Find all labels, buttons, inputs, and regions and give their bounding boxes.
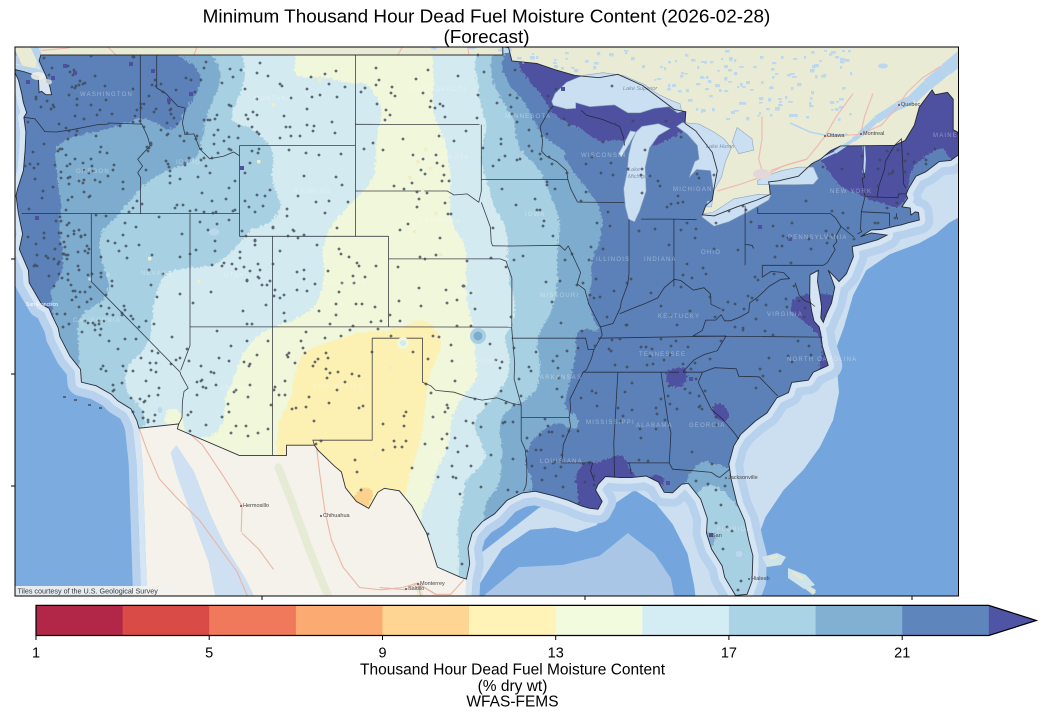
svg-text:KANSAS: KANSAS [444, 291, 476, 297]
svg-text:San: San [712, 533, 722, 539]
svg-text:Saltillo: Saltillo [408, 586, 424, 592]
svg-text:NORTH CAROLINA: NORTH CAROLINA [787, 357, 857, 363]
svg-text:NEVADA: NEVADA [141, 271, 172, 277]
svg-text:MINNESOTA: MINNESOTA [505, 114, 551, 120]
svg-text:Minimum Thousand Hour Dead Fue: Minimum Thousand Hour Dead Fuel Moisture… [203, 7, 771, 28]
svg-text:Thousand Hour Dead Fuel Moistu: Thousand Hour Dead Fuel Moisture Content [360, 662, 666, 679]
svg-text:WFAS-FEMS: WFAS-FEMS [466, 694, 558, 711]
svg-text:ARIZONA: ARIZONA [220, 386, 255, 392]
svg-text:NORTH DAKOTA: NORTH DAKOTA [406, 87, 468, 93]
svg-text:LOUISIANA: LOUISIANA [540, 459, 583, 465]
svg-text:VIRGINIA: VIRGINIA [767, 312, 803, 318]
svg-text:SOUTH DAKOTA: SOUTH DAKOTA [408, 155, 469, 161]
svg-text:GEORGIA: GEORGIA [689, 423, 725, 429]
svg-text:OREGON: OREGON [76, 169, 110, 175]
svg-text:Quebec: Quebec [901, 102, 921, 108]
svg-text:OHIO: OHIO [701, 250, 721, 256]
svg-text:WISCONSIN: WISCONSIN [581, 153, 626, 159]
svg-text:Tiles courtesy of the U.S. Geo: Tiles courtesy of the U.S. Geological Su… [18, 587, 159, 596]
svg-text:NEW YORK: NEW YORK [830, 189, 872, 195]
svg-text:FLORIDA: FLORIDA [717, 527, 751, 533]
svg-text:Jacksonville: Jacksonville [728, 475, 758, 481]
svg-text:(% dry wt): (% dry wt) [478, 678, 548, 695]
svg-text:9: 9 [378, 646, 386, 662]
svg-text:MISSISSIPPI: MISSISSIPPI [586, 420, 635, 426]
svg-text:ARKANSAS: ARKANSAS [540, 375, 582, 381]
svg-text:Hermosillo: Hermosillo [243, 503, 269, 509]
svg-text:IDAHO: IDAHO [176, 160, 201, 166]
svg-text:OKLAHOMA: OKLAHOMA [456, 359, 500, 365]
svg-text:COLORADO: COLORADO [323, 280, 367, 286]
svg-text:WYOMING: WYOMING [293, 189, 331, 195]
svg-text:13: 13 [548, 646, 564, 662]
svg-text:WASHINGTON: WASHINGTON [80, 92, 133, 98]
svg-text:NEW MEXICO: NEW MEXICO [313, 384, 364, 390]
svg-text:5: 5 [205, 646, 213, 662]
svg-text:INDIANA: INDIANA [644, 257, 677, 263]
svg-text:Ottawa: Ottawa [827, 133, 845, 139]
svg-text:PENNSYLVANIA: PENNSYLVANIA [788, 235, 848, 241]
svg-text:ILLINOIS: ILLINOIS [596, 257, 630, 263]
svg-text:KENTUCKY: KENTUCKY [658, 314, 700, 320]
svg-text:ALABAMA: ALABAMA [636, 423, 673, 429]
svg-text:MONTANA: MONTANA [254, 96, 292, 102]
svg-text:MAINE: MAINE [933, 133, 958, 139]
svg-text:Monterrey: Monterrey [420, 581, 445, 587]
svg-text:TEXAS: TEXAS [426, 454, 452, 460]
svg-text:1: 1 [32, 646, 40, 662]
svg-text:Montreal: Montreal [863, 131, 884, 137]
svg-text:(Forecast): (Forecast) [443, 27, 529, 48]
svg-text:San Francisco: San Francisco [26, 302, 58, 308]
svg-text:TENNESSEE: TENNESSEE [639, 352, 686, 358]
svg-text:Chihuahua: Chihuahua [323, 513, 351, 519]
svg-text:UTAH: UTAH [224, 273, 245, 279]
svg-text:17: 17 [721, 646, 737, 662]
svg-text:CALIFORNIA: CALIFORNIA [73, 318, 121, 324]
svg-text:Lake: Lake [628, 167, 640, 173]
svg-text:MISSOURI: MISSOURI [540, 293, 579, 299]
svg-text:NEBRASKA: NEBRASKA [419, 219, 461, 225]
svg-text:Hialeah: Hialeah [751, 576, 770, 582]
svg-text:21: 21 [894, 646, 910, 662]
svg-text:Lake Huron: Lake Huron [706, 144, 734, 150]
svg-text:Lake Superior: Lake Superior [623, 86, 658, 92]
svg-text:Michigan: Michigan [628, 174, 650, 180]
svg-text:MICHIGAN: MICHIGAN [673, 187, 713, 193]
svg-text:IOWA: IOWA [525, 212, 546, 218]
